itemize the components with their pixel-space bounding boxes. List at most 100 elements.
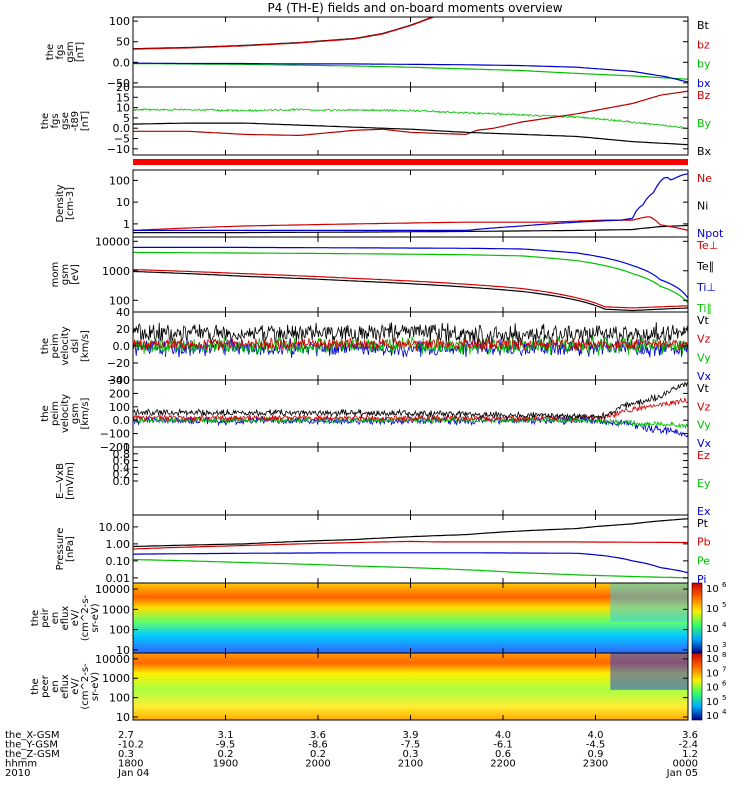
colorbar: [691, 652, 703, 721]
ytick-label: 10000: [95, 235, 130, 248]
footer-value: -9.5: [216, 740, 236, 751]
footer-value: 0.3: [403, 749, 419, 760]
footer-value: 1.2: [682, 749, 698, 760]
footer-row-label: the_Y-GSM: [5, 740, 58, 751]
ylabel-line: [nT]: [75, 42, 86, 62]
footer-value: Jan 04: [117, 768, 149, 779]
series-Vt: [133, 381, 688, 421]
legend-Ex: Ex: [697, 505, 711, 518]
ylabel-line: E—VxB: [55, 463, 66, 499]
footer-value: 1900: [213, 759, 238, 770]
footer-value: 2200: [490, 759, 515, 770]
ylabel-line: fgs: [50, 113, 61, 128]
ylabel-line: eV/: [70, 678, 81, 695]
footer-row-label: 2010: [5, 768, 30, 779]
ylabel-line: peim: [50, 333, 61, 358]
series-Npot: [133, 173, 688, 231]
ylabel-line: peim: [50, 401, 61, 426]
ylabel-line: fgs: [55, 44, 66, 59]
footer-value: -8.6: [308, 740, 328, 751]
ytick-label: 0.6: [113, 455, 131, 468]
ytick-label: 1.00: [106, 538, 131, 551]
ytick-label: 1000: [102, 672, 130, 685]
footer-value: 2000: [305, 759, 330, 770]
panel-frame: [132, 446, 689, 516]
footer-value: 3.6: [310, 730, 326, 741]
footer-value: 4.0: [588, 730, 604, 741]
series-Vt: [133, 322, 688, 346]
series-Pt: [133, 518, 688, 548]
footer-value: Jan 05: [666, 768, 698, 779]
legend-by: by: [697, 58, 711, 71]
legend-Te⊥: Te⊥: [696, 239, 718, 252]
ytick-label: 1: [123, 218, 130, 231]
colorbar-label: 10: [706, 668, 719, 679]
ytick-label: −100: [100, 428, 130, 441]
legend-Ti⊥: Ti⊥: [696, 281, 716, 294]
colorbar-exponent: 5: [722, 694, 726, 702]
status-bar: [133, 159, 688, 165]
legend-Vy: Vy: [697, 419, 711, 432]
footer-value: 2100: [398, 759, 423, 770]
footer-value: -6.1: [493, 740, 513, 751]
ylabel-line: eflux: [60, 674, 71, 699]
ylabel-line: [cm-3]: [65, 187, 76, 220]
panel-8: Pt Pb Pe Pi 10.00 1.00 0.10 0.01 Pressure [nPa]: [55, 514, 711, 586]
ytick-label: −10: [107, 143, 130, 156]
ylabel-line: (cm^2-s-: [80, 594, 91, 641]
legend-Vx: Vx: [697, 370, 712, 383]
ytick-label: 300: [109, 374, 130, 387]
colorbar-label: 10: [706, 683, 719, 694]
ylabel: the peim velocity dsl [km/s]: [40, 326, 91, 365]
colorbar-exponent: 6: [722, 680, 727, 688]
ylabel: the fgs gsm [nT]: [45, 41, 86, 62]
ytick-label: 0.0: [113, 122, 131, 135]
legend-Pb: Pb: [697, 536, 711, 549]
ytick-label: 1000: [102, 265, 130, 278]
footer-value: 0.2: [218, 749, 234, 760]
ylabel-line: -t89: [70, 111, 81, 131]
ylabel-line: [km/s]: [80, 330, 91, 362]
series-Vz: [133, 336, 688, 352]
ytick-label: 0.0: [113, 475, 131, 488]
ytick-label: 0.4: [113, 461, 131, 474]
ylabel: mom gsm [eV]: [50, 262, 81, 288]
legend-Ey: Ey: [697, 477, 711, 490]
series-by: [133, 62, 688, 80]
ytick-label: 10: [116, 102, 130, 115]
series-group: [133, 381, 688, 438]
panel-3: Ne Ni Npot 100 10 1 Density [cm-3]: [55, 169, 724, 240]
ylabel-line: [km/s]: [80, 397, 91, 429]
series-Te∥: [133, 270, 688, 312]
figure-title: P4 (TH-E) fields and on-board moments ov…: [267, 1, 562, 15]
series-By: [133, 107, 688, 130]
series-group: [133, 322, 688, 358]
series-Vx: [133, 414, 688, 438]
footer-value: 0.6: [495, 749, 511, 760]
ylabel-line: peer: [40, 674, 51, 698]
series-Bz: [133, 90, 688, 136]
panel-frame: [132, 16, 689, 88]
legend-Vz: Vz: [697, 400, 711, 413]
ylabel: the fgs gse -t89 [nT]: [40, 111, 91, 131]
panel-7: Ez Ey Ex 10.80.60.40.20.0 E—VxB [mV/m]: [55, 441, 711, 518]
footer-value: 4.0: [495, 730, 511, 741]
legend-Vz: Vz: [697, 333, 711, 346]
spectrogram-electron: [133, 653, 688, 720]
colorbar-label: 10: [706, 711, 719, 722]
ylabel-line: mom: [50, 262, 61, 288]
series-Ti∥: [133, 251, 688, 304]
series-group: [133, 17, 688, 83]
ytick-label: 10: [116, 196, 130, 209]
ylabel-line: sr-eV): [90, 672, 101, 701]
legend-Vy: Vy: [697, 351, 711, 364]
series-Pi: [133, 552, 688, 574]
ylabel-line: dsl: [70, 339, 81, 353]
ylabel-line: gse: [60, 112, 71, 130]
series-Pb: [133, 540, 688, 550]
colorbar-exponent: 7: [722, 665, 726, 673]
ylabel: the peir en eflux eV/(cm^2-s-sr-eV): [30, 594, 101, 641]
